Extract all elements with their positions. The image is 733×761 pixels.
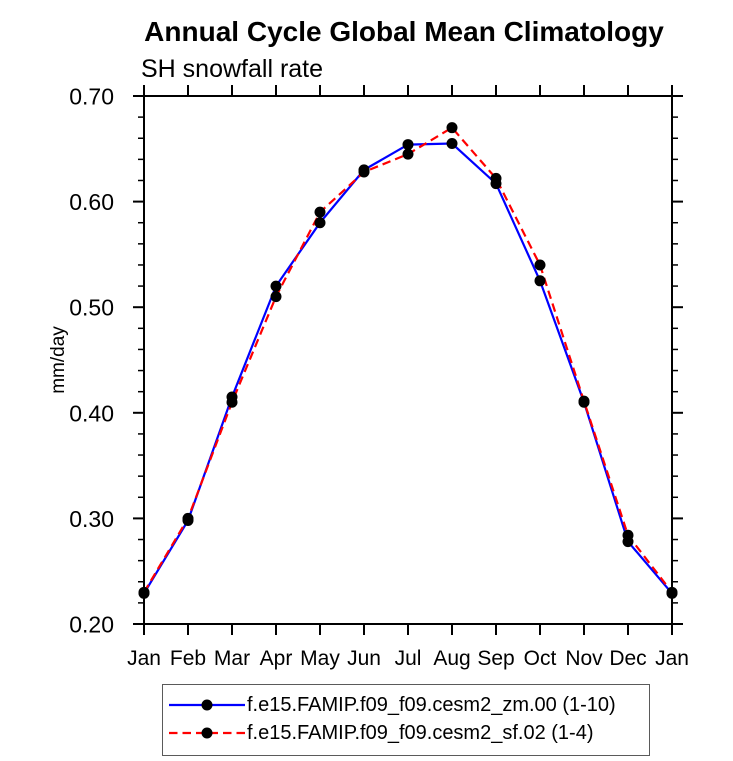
- x-tick-label: Mar: [214, 647, 250, 670]
- series-line-1: [143, 126, 673, 593]
- y-tick-label: 0.40: [69, 400, 114, 426]
- y-tick-label: 0.20: [69, 612, 114, 638]
- x-tick-label: Sep: [477, 647, 514, 670]
- x-tick-label: Jan: [655, 647, 689, 670]
- legend-item-0: f.e15.FAMIP.f09_f09.cesm2_zm.00 (1-10): [163, 691, 649, 719]
- x-axis-tick-labels: Jan Feb Mar Apr May Jun Jul Aug Sep Oct Nov Dec Jan: [127, 647, 689, 670]
- x-tick-label: Aug: [433, 647, 470, 670]
- series-line-0: [143, 142, 673, 595]
- x-tick-label: Apr: [260, 647, 293, 670]
- legend-label-1: f.e15.FAMIP.f09_f09.cesm2_sf.02 (1-4): [247, 721, 594, 744]
- legend-line-sample: [169, 699, 245, 711]
- series-markers: [138, 122, 678, 599]
- y-tick-label: 0.30: [69, 506, 114, 532]
- x-tick-label: Jun: [347, 647, 381, 670]
- y-axis-tick-labels: 0.20 0.30 0.40 0.50 0.60 0.70: [69, 84, 114, 638]
- chart-subtitle: SH snowfall rate: [141, 55, 324, 83]
- y-tick-label: 0.70: [69, 84, 114, 110]
- x-tick-label: Jul: [395, 647, 422, 670]
- legend-item-1: f.e15.FAMIP.f09_f09.cesm2_sf.02 (1-4): [163, 719, 649, 747]
- x-tick-label: May: [300, 647, 340, 670]
- legend-line-sample: [169, 727, 245, 739]
- x-tick-label: Dec: [609, 647, 646, 670]
- x-tick-label: Jan: [127, 647, 161, 670]
- x-tick-label: Nov: [565, 647, 603, 670]
- y-tick-label: 0.50: [69, 295, 114, 321]
- axis-ticks: [133, 85, 683, 635]
- x-tick-label: Feb: [170, 647, 206, 670]
- y-tick-label: 0.60: [69, 189, 114, 215]
- plot-border: [143, 95, 673, 625]
- chart-title: Annual Cycle Global Mean Climatology: [144, 16, 664, 47]
- legend: f.e15.FAMIP.f09_f09.cesm2_zm.00 (1-10) f.…: [162, 684, 650, 756]
- x-tick-label: Oct: [524, 647, 557, 670]
- legend-label-0: f.e15.FAMIP.f09_f09.cesm2_zm.00 (1-10): [247, 693, 616, 716]
